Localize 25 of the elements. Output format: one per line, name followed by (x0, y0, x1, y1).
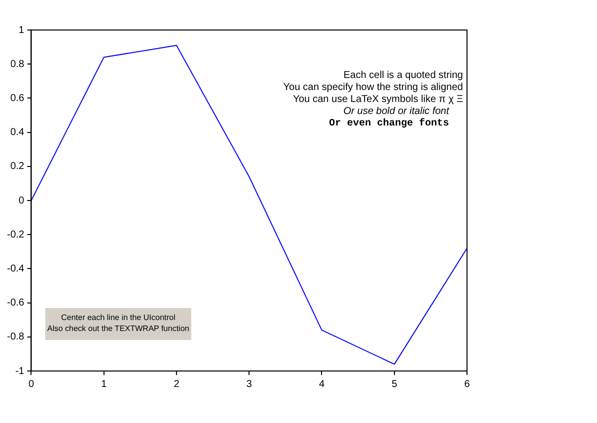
annotation: You can use LaTeX symbols like π χ Ξ (292, 94, 464, 105)
annotation: You can specify how the string is aligned (283, 82, 463, 93)
y-tick-label: -0.4 (6, 263, 25, 274)
x-tick-label: 0 (28, 378, 34, 390)
x-tick-label: 3 (246, 378, 252, 390)
y-tick-label: 0.2 (10, 161, 25, 172)
annotation: Also check out the TEXTWRAP function (47, 324, 190, 334)
x-tick-label: 1 (101, 378, 108, 390)
x-tick-label: 5 (392, 378, 398, 390)
y-tick-label: 0 (18, 195, 25, 206)
y-tick-label: -1 (15, 366, 25, 377)
annotation: Or use bold or italic font (343, 106, 450, 117)
y-tick-label: 0.8 (10, 58, 25, 70)
x-tick-label: 6 (464, 378, 470, 390)
annotation: Center each line in the UIcontrol (61, 313, 176, 322)
y-tick-label: 1 (18, 24, 25, 36)
y-tick-label: 0.6 (10, 92, 25, 104)
x-tick-label: 4 (318, 378, 325, 390)
annotation: Each cell is a quoted string (343, 70, 463, 81)
y-tick-label: -0.8 (6, 332, 25, 343)
y-tick-label: -0.2 (6, 229, 25, 240)
y-tick-label: -0.6 (6, 298, 25, 309)
x-tick-label: 2 (174, 378, 180, 390)
annotation: Or even change fonts (328, 118, 449, 130)
y-tick-label: 0.4 (10, 127, 25, 138)
